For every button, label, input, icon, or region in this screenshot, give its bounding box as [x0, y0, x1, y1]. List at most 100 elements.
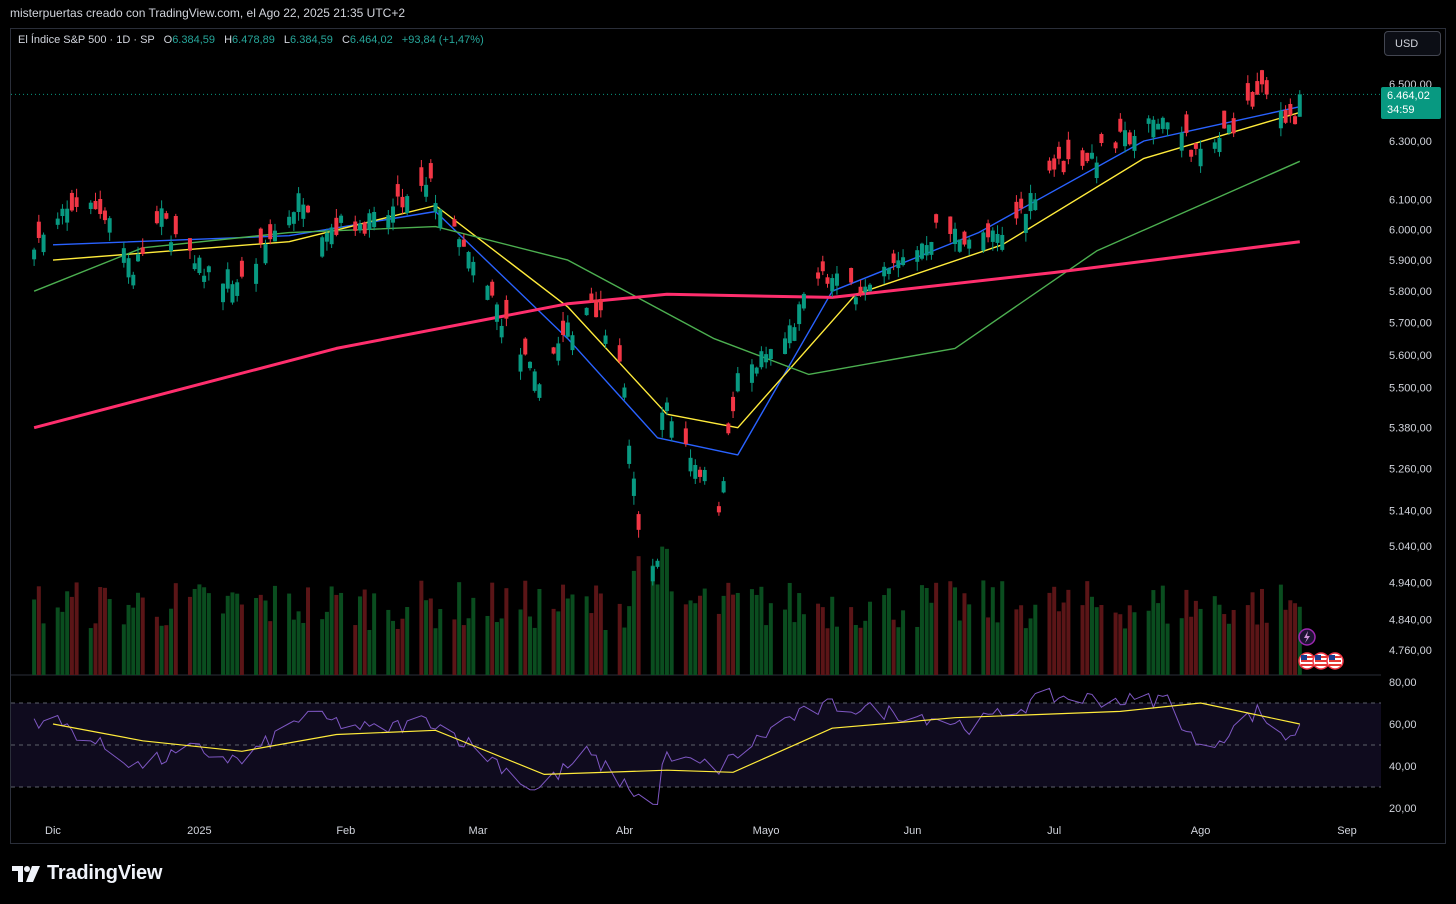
volume-bar: [154, 616, 159, 675]
volume-bar: [1033, 604, 1038, 675]
volume-bar: [631, 570, 636, 675]
candle-body: [192, 263, 197, 270]
volume-bar: [891, 619, 896, 675]
candle-body: [499, 325, 504, 338]
volume-bar: [1151, 590, 1156, 675]
candle-body: [981, 232, 986, 251]
volume-bar: [863, 620, 868, 675]
volume-bar: [1146, 610, 1151, 675]
volume-bar: [490, 582, 495, 675]
high-label: H: [224, 34, 233, 46]
candle-body: [287, 216, 292, 226]
candle-body: [55, 218, 60, 225]
volume-bar: [504, 588, 509, 675]
candle-body: [655, 560, 660, 567]
symbol-legend: El Índice S&P 500 · 1D · SP O6.384,59 H6…: [18, 34, 484, 46]
price-axis-label: 5.900,00: [1389, 255, 1432, 267]
axes: 6.500,006.300,006.100,006.000,005.900,00…: [45, 79, 1432, 837]
candle-body: [1179, 132, 1184, 151]
price-axis-label: 6.100,00: [1389, 195, 1432, 207]
volume-bar: [471, 597, 476, 675]
candle-body: [957, 239, 962, 252]
candle-body: [749, 364, 754, 383]
price-axis-label: 5.380,00: [1389, 423, 1432, 435]
volume-bar: [754, 594, 759, 675]
volume-bar: [698, 595, 702, 675]
candle-body: [1127, 132, 1132, 145]
candle-body: [759, 351, 764, 368]
volume-bar: [221, 613, 226, 675]
candle-body: [494, 304, 499, 322]
volume-bar: [41, 623, 46, 675]
candle-body: [41, 234, 46, 253]
volume-bar: [159, 625, 164, 675]
volume-bar: [494, 622, 499, 675]
volume-bar: [107, 599, 112, 675]
candle-body: [537, 384, 542, 398]
currency-button[interactable]: USD: [1384, 31, 1441, 56]
volume-bar: [225, 595, 230, 675]
volume-bar: [1259, 588, 1264, 675]
volume-bar: [74, 582, 79, 675]
volume-bar: [820, 607, 825, 675]
volume-bar: [896, 627, 901, 675]
candle-body: [140, 247, 145, 254]
time-axis-label: Jun: [904, 825, 922, 837]
candle-body: [263, 243, 268, 264]
us-flag-icon: [1312, 652, 1330, 670]
flag-stripe: [1329, 664, 1341, 666]
candle-body: [324, 232, 329, 242]
moving-average-line: [52, 111, 1300, 429]
volume-bar: [206, 593, 211, 675]
flag-canton: [1315, 655, 1321, 660]
price-axis-label: 5.040,00: [1389, 541, 1432, 553]
volume-bar: [924, 588, 929, 675]
candle-body: [721, 481, 726, 493]
candle-body: [1089, 152, 1094, 159]
candle-body: [121, 248, 126, 263]
volume-bar: [759, 586, 764, 675]
candle-body: [428, 163, 433, 179]
low-value: 6.384,59: [290, 34, 333, 46]
flag-stripe: [1315, 660, 1327, 662]
volume-bar: [405, 607, 410, 675]
candle-body: [1288, 103, 1293, 116]
volume-bar: [792, 622, 797, 675]
volume-bar: [1231, 609, 1236, 675]
candle-body: [532, 371, 537, 391]
candle-body: [820, 261, 825, 272]
last-price-value: 6.464,02: [1387, 90, 1430, 102]
volume-bar: [1000, 581, 1005, 675]
volume-bar: [551, 608, 556, 675]
volume-bar: [929, 602, 934, 675]
flash-event-icon: [1298, 628, 1316, 646]
volume-bar: [438, 609, 443, 675]
event-icons: [1298, 628, 1344, 670]
volume-bar: [660, 546, 665, 675]
candle-body: [1123, 130, 1128, 147]
volume-bar: [372, 593, 377, 675]
price-axis-label: 4.940,00: [1389, 578, 1432, 590]
candle-body: [1066, 139, 1071, 160]
candle-body: [1056, 146, 1061, 159]
volume-bar: [291, 619, 296, 675]
volume-bar: [1014, 609, 1019, 675]
volume-bar: [334, 594, 339, 675]
time-axis-label: Mar: [469, 825, 488, 837]
candle-body: [683, 428, 688, 444]
volume-bar: [617, 603, 622, 675]
flag-stripe: [1301, 660, 1313, 662]
candle-body: [631, 478, 636, 496]
tradingview-logo[interactable]: TradingView: [11, 862, 162, 885]
volume-bar: [664, 548, 669, 675]
candle-body: [735, 373, 740, 392]
candle-body: [527, 361, 532, 369]
candle-body: [792, 327, 797, 341]
candle-body: [1061, 160, 1066, 173]
candle-body: [716, 506, 721, 513]
volume-bar: [263, 600, 268, 675]
volume-bar: [140, 597, 145, 675]
volume-bar: [518, 609, 523, 675]
candle-body: [405, 196, 410, 214]
